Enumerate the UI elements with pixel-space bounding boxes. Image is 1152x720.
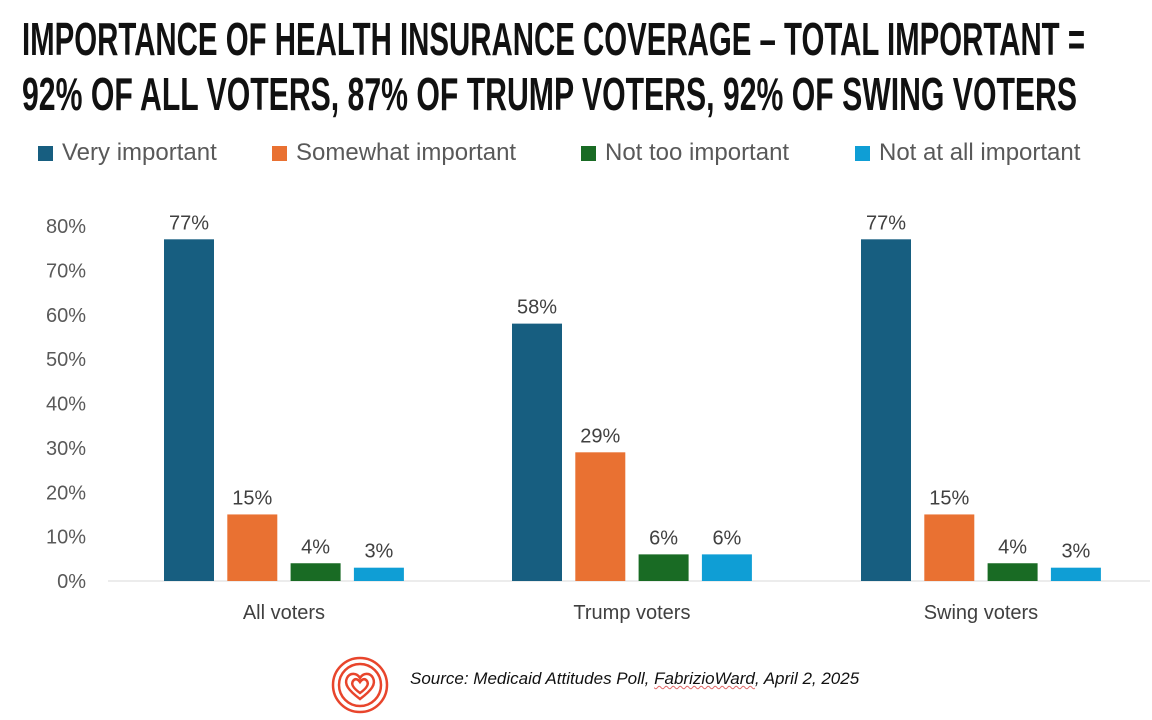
- data-label: 3%: [1061, 541, 1090, 563]
- legend-label: Not too important: [605, 139, 790, 166]
- heart-logo-icon: [330, 655, 390, 720]
- data-label: 4%: [301, 536, 330, 558]
- data-label: 15%: [929, 487, 969, 509]
- bar-very-important: [512, 323, 562, 581]
- y-tick-label: 40%: [46, 394, 86, 416]
- y-tick-label: 30%: [46, 438, 86, 460]
- legend-item: Somewhat important: [272, 139, 516, 167]
- x-tick-label: All voters: [243, 602, 325, 624]
- data-label: 58%: [517, 297, 557, 319]
- data-label: 4%: [998, 536, 1027, 558]
- bar-not-too-important: [638, 554, 689, 581]
- bar-somewhat-important: [575, 452, 626, 581]
- x-tick-label: Swing voters: [924, 602, 1039, 624]
- y-tick-label: 0%: [57, 571, 86, 593]
- chart-title-line-1: IMPORTANCE OF HEALTH INSURANCE COVERAGE …: [22, 13, 1085, 65]
- data-label: 77%: [169, 212, 209, 234]
- legend-swatch: [581, 145, 596, 161]
- bar-not-too-important: [290, 563, 341, 581]
- bar-not-at-all-important: [353, 567, 404, 581]
- legend-item: Very important: [38, 139, 217, 167]
- y-tick-label: 70%: [46, 260, 86, 282]
- bar-very-important: [164, 239, 214, 581]
- source-org: FabrizioWard: [654, 669, 755, 688]
- y-tick-label: 10%: [46, 527, 86, 549]
- bar-not-at-all-important: [701, 554, 752, 581]
- bar-not-at-all-important: [1050, 567, 1101, 581]
- bar-very-important: [861, 239, 911, 581]
- legend-swatch: [38, 145, 53, 161]
- bar-chart: 0% 10% 20% 30% 40% 50% 60% 70% 80% 77% 15% 4% 3% All …: [46, 212, 1150, 624]
- y-tick-label: 60%: [46, 305, 86, 327]
- legend-item: Not at all important: [855, 139, 1080, 167]
- legend-swatch: [272, 145, 287, 161]
- data-label: 29%: [580, 425, 620, 447]
- legend-label: Very important: [62, 139, 217, 166]
- y-tick-label: 20%: [46, 482, 86, 504]
- chart-title-line-2: 92% OF ALL VOTERS, 87% OF TRUMP VOTERS, …: [22, 68, 1077, 120]
- x-tick-label: Trump voters: [573, 602, 690, 624]
- data-label: 6%: [712, 527, 741, 549]
- y-tick-label: 50%: [46, 349, 86, 371]
- legend-swatch: [855, 145, 870, 161]
- legend-label: Somewhat important: [296, 139, 517, 166]
- legend-label: Not at all important: [879, 139, 1081, 166]
- data-label: 15%: [232, 487, 272, 509]
- y-tick-label: 80%: [46, 216, 86, 238]
- source-note: Source: Medicaid Attitudes Poll, Fabrizi…: [410, 669, 859, 689]
- data-label: 77%: [866, 212, 906, 234]
- source-date: , April 2, 2025: [754, 669, 860, 688]
- data-label: 6%: [649, 527, 678, 549]
- data-label: 3%: [364, 541, 393, 563]
- bar-somewhat-important: [924, 514, 975, 581]
- legend-item: Not too important: [581, 139, 789, 167]
- source-text: Source: Medicaid Attitudes Poll,: [410, 669, 655, 688]
- bar-somewhat-important: [227, 514, 278, 581]
- bar-not-too-important: [987, 563, 1038, 581]
